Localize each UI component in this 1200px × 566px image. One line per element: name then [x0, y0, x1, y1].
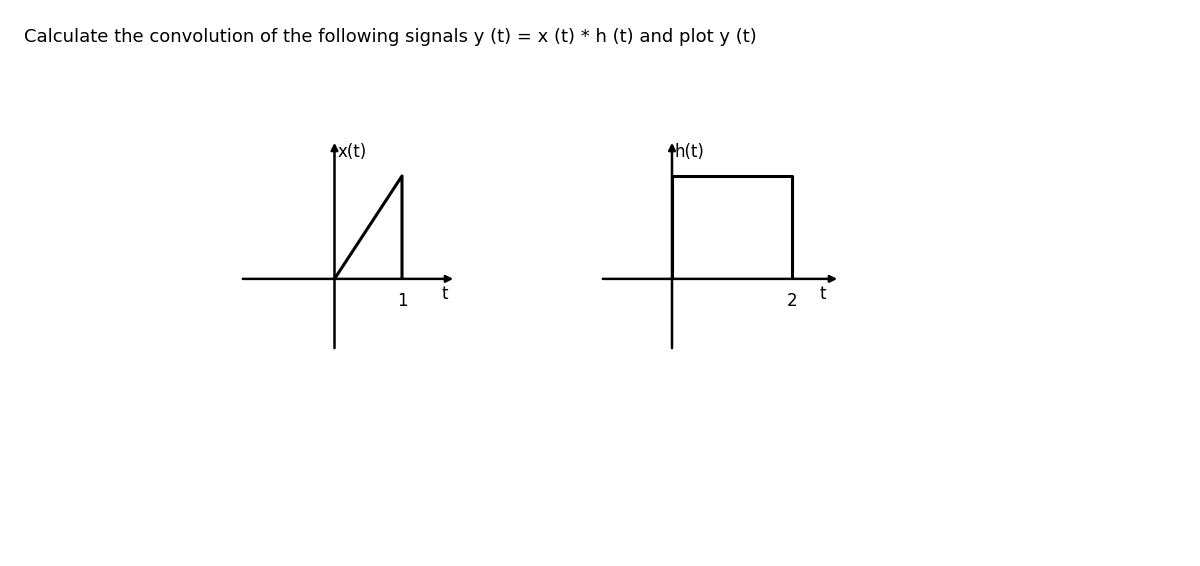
Text: h(t): h(t) [674, 143, 704, 161]
Text: t: t [820, 285, 827, 303]
Text: 2: 2 [787, 292, 797, 310]
Text: t: t [442, 285, 448, 303]
Text: Calculate the convolution of the following signals y (t) = x (t) * h (t) and plo: Calculate the convolution of the followi… [24, 28, 757, 46]
Text: 1: 1 [397, 292, 407, 310]
Text: x(t): x(t) [337, 143, 366, 161]
